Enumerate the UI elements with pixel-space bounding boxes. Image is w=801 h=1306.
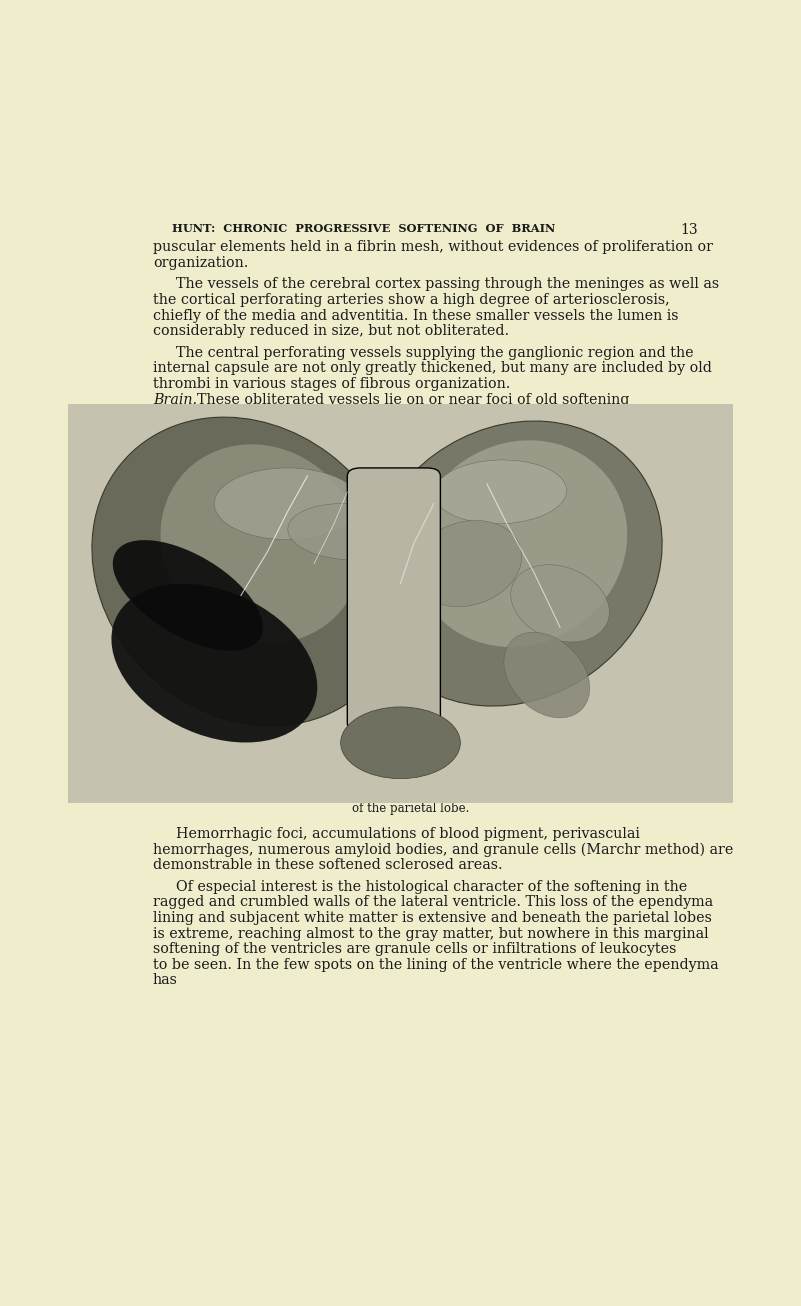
Ellipse shape: [504, 632, 590, 718]
Text: The central perforating vessels supplying the ganglionic region and the: The central perforating vessels supplyin…: [176, 346, 694, 359]
Text: HUNT:  CHRONIC  PROGRESSIVE  SOFTENING  OF  BRAIN: HUNT: CHRONIC PROGRESSIVE SOFTENING OF B…: [171, 223, 555, 234]
Text: puscular elements held in a fibrin mesh, without evidences of proliferation or: puscular elements held in a fibrin mesh,…: [153, 240, 713, 255]
Text: the cortical perforating arteries show a high degree of arteriosclerosis,: the cortical perforating arteries show a…: [153, 293, 670, 307]
Text: of the parietal lobe.: of the parietal lobe.: [352, 802, 469, 815]
FancyBboxPatch shape: [348, 468, 441, 731]
Ellipse shape: [215, 468, 360, 539]
Text: Brain.: Brain.: [153, 393, 197, 406]
Text: The vessels of the cerebral cortex passing through the meninges as well as: The vessels of the cerebral cortex passi…: [176, 277, 719, 291]
Ellipse shape: [511, 564, 610, 643]
Ellipse shape: [92, 417, 403, 726]
Ellipse shape: [340, 707, 461, 778]
Text: hemorrhages, numerous amyloid bodies, and granule cells (Marchr method) are: hemorrhages, numerous amyloid bodies, an…: [153, 842, 733, 857]
Ellipse shape: [111, 584, 317, 743]
Text: organization.: organization.: [153, 256, 248, 270]
Text: lining and subjacent white matter is extensive and beneath the parietal lobes: lining and subjacent white matter is ext…: [153, 910, 712, 925]
Text: is extreme, reaching almost to the gray matter, but nowhere in this marginal: is extreme, reaching almost to the gray …: [153, 926, 709, 940]
Text: Hemorrhagic foci, accumulations of blood pigment, perivasculai: Hemorrhagic foci, accumulations of blood…: [176, 827, 640, 841]
Ellipse shape: [160, 444, 361, 643]
Ellipse shape: [413, 520, 521, 607]
Text: considerably reduced in size, but not obliterated.: considerably reduced in size, but not ob…: [153, 324, 509, 338]
Bar: [153, 468, 668, 774]
Text: internal capsule are not only greatly thickened, but many are included by old: internal capsule are not only greatly th…: [153, 362, 712, 375]
Ellipse shape: [365, 421, 662, 707]
Text: 13: 13: [681, 223, 698, 238]
Text: chiefly of the media and adventitia. In these smaller vessels the lumen is: chiefly of the media and adventitia. In …: [153, 308, 678, 323]
Text: to be seen. In the few spots on the lining of the ventricle where the ependyma: to be seen. In the few spots on the lini…: [153, 957, 718, 972]
Text: thrombi in various stages of fibrous organization.: thrombi in various stages of fibrous org…: [153, 377, 510, 390]
Ellipse shape: [413, 440, 627, 646]
Ellipse shape: [288, 504, 407, 560]
Ellipse shape: [113, 541, 263, 650]
Text: Fig. 4: Fig. 4: [390, 445, 431, 460]
Text: softening of the ventricles are granule cells or infiltrations of leukocytes: softening of the ventricles are granule …: [153, 942, 676, 956]
Text: formation in the basal ganglia and internal capsule.: formation in the basal ganglia and inter…: [153, 407, 526, 422]
Text: has: has: [153, 973, 178, 987]
Text: ragged and crumbled walls of the lateral ventricle. This loss of the ependyma: ragged and crumbled walls of the lateral…: [153, 896, 713, 909]
Text: demonstrable in these softened sclerosed areas.: demonstrable in these softened sclerosed…: [153, 858, 502, 872]
Ellipse shape: [434, 460, 566, 524]
Text: Of especial interest is the histological character of the softening in the: Of especial interest is the histological…: [176, 880, 688, 893]
Text: These obliterated vessels lie on or near foci of old softening: These obliterated vessels lie on or near…: [197, 393, 630, 406]
Text: Extensive breaking down of walls of lateral ventricle, extending to beneath the : Extensive breaking down of walls of late…: [155, 790, 666, 803]
